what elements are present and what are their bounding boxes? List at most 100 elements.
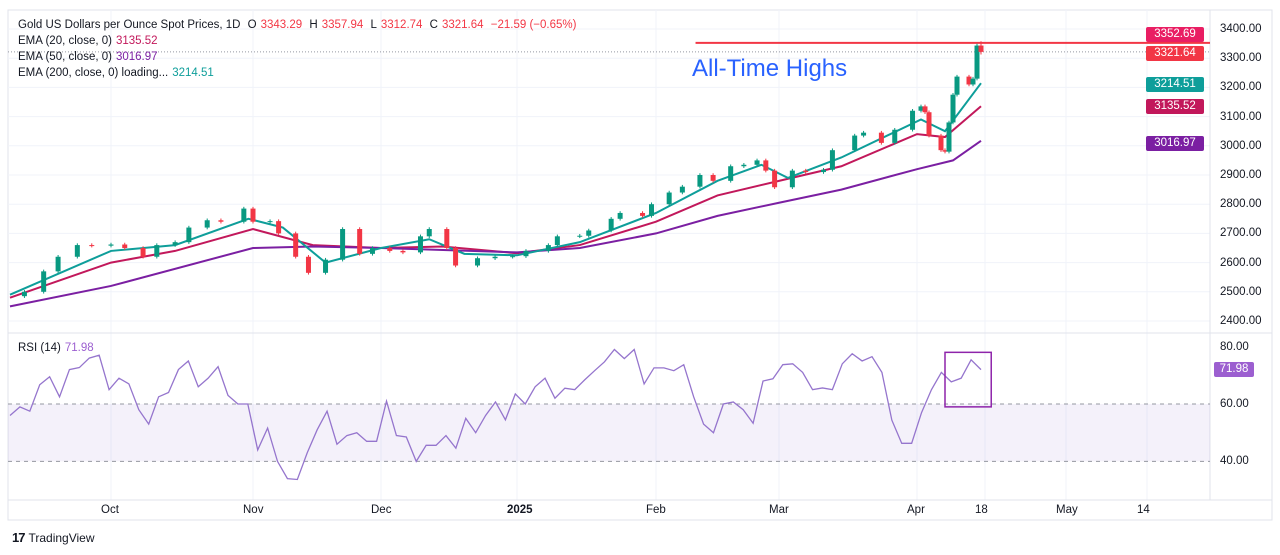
rsi-line bbox=[9, 348, 982, 481]
candle-body bbox=[122, 244, 128, 248]
candle-body bbox=[679, 186, 685, 193]
low-label: L bbox=[370, 19, 377, 31]
candle-body bbox=[108, 244, 114, 246]
candle bbox=[649, 202, 655, 218]
price-tick-label: 2500.00 bbox=[1220, 285, 1262, 298]
price-tick-label: 3400.00 bbox=[1220, 23, 1262, 35]
candle-body bbox=[608, 218, 614, 231]
rsi-label: RSI (14) bbox=[18, 342, 61, 354]
candle bbox=[861, 130, 867, 138]
close-value: 3321.64 bbox=[441, 19, 484, 31]
candle bbox=[926, 110, 932, 138]
candle bbox=[938, 133, 944, 152]
time-tick-label: Dec bbox=[371, 504, 392, 516]
time-tick-label: Apr bbox=[907, 504, 925, 516]
candle bbox=[55, 255, 61, 274]
candle bbox=[922, 104, 928, 114]
candle-body bbox=[250, 208, 256, 222]
candle-body bbox=[417, 236, 423, 253]
ema-line-2 bbox=[9, 82, 982, 296]
candle-body bbox=[926, 112, 932, 136]
candle bbox=[852, 133, 858, 152]
candle bbox=[140, 246, 146, 259]
tradingview-logo-icon: 17 bbox=[12, 530, 26, 545]
candle bbox=[970, 76, 976, 87]
candle bbox=[741, 163, 747, 168]
candle-body bbox=[640, 212, 646, 216]
candle-body bbox=[241, 208, 247, 222]
ema50-badge: 3016.97 bbox=[1146, 136, 1204, 151]
candle bbox=[387, 246, 393, 253]
candle bbox=[892, 127, 898, 145]
candle bbox=[400, 249, 406, 255]
candle-body bbox=[204, 220, 210, 228]
rsi-badge: 71.98 bbox=[1214, 362, 1254, 377]
candle-body bbox=[74, 245, 80, 257]
ema20-legend[interactable]: EMA (20, close, 0) 3135.52 bbox=[18, 34, 162, 48]
candle bbox=[772, 168, 778, 190]
candle bbox=[172, 240, 178, 247]
symbol-legend: Gold US Dollars per Ounce Spot Prices, 1… bbox=[18, 18, 580, 32]
candle-body bbox=[276, 221, 282, 234]
candle-body bbox=[218, 220, 224, 222]
candle bbox=[918, 104, 924, 113]
candle-body bbox=[728, 166, 734, 181]
rsi-tick-label: 60.00 bbox=[1220, 398, 1249, 410]
candle-body bbox=[938, 135, 944, 151]
candle-body bbox=[55, 256, 61, 272]
symbol-title: Gold US Dollars per Ounce Spot Prices, 1… bbox=[18, 19, 241, 31]
candle-body bbox=[89, 245, 95, 247]
candle-body bbox=[426, 229, 432, 237]
candle-body bbox=[966, 76, 972, 85]
candle-body bbox=[510, 256, 516, 258]
candle-body bbox=[954, 76, 960, 95]
candle-body bbox=[697, 175, 703, 187]
candle-body bbox=[41, 271, 47, 292]
candle-body bbox=[617, 212, 623, 219]
candle-body bbox=[821, 169, 827, 173]
candle bbox=[340, 227, 346, 262]
candle bbox=[357, 227, 363, 256]
open-label: O bbox=[247, 19, 257, 31]
candle bbox=[577, 233, 583, 239]
candle bbox=[978, 41, 984, 55]
candle-body bbox=[357, 229, 363, 254]
time-tick-label: May bbox=[1056, 504, 1078, 516]
rsi-band bbox=[8, 404, 1210, 462]
candle-body bbox=[803, 170, 809, 173]
all-time-highs-annotation: All-Time Highs bbox=[692, 55, 848, 82]
rsi-highlight-box bbox=[944, 351, 992, 408]
candle-body bbox=[942, 150, 948, 152]
candle-body bbox=[369, 248, 375, 254]
candle bbox=[204, 218, 210, 230]
last-price-badge: 3321.64 bbox=[1146, 46, 1204, 61]
candle-body bbox=[649, 204, 655, 216]
ema200-legend[interactable]: EMA (200, close, 0) loading... 3214.51 bbox=[18, 66, 218, 80]
candle bbox=[617, 211, 623, 221]
candle bbox=[950, 92, 956, 125]
candle bbox=[697, 173, 703, 189]
candle-body bbox=[970, 78, 976, 85]
ema50-legend[interactable]: EMA (50, close, 0) 3016.97 bbox=[18, 50, 162, 64]
candle-body bbox=[974, 45, 980, 79]
time-tick-label: 18 bbox=[975, 504, 988, 516]
candle-body bbox=[922, 106, 928, 113]
candle-body bbox=[852, 135, 858, 151]
low-value: 3312.74 bbox=[380, 19, 423, 31]
candle-body bbox=[21, 291, 27, 297]
candle bbox=[666, 190, 672, 206]
candle bbox=[444, 227, 450, 250]
chart-frame bbox=[7, 9, 1273, 521]
candle-body bbox=[453, 248, 459, 266]
rsi-legend[interactable]: RSI (14) 71.98 bbox=[18, 341, 98, 355]
candle-body bbox=[554, 236, 560, 246]
tradingview-logo[interactable]: 17 TradingView bbox=[12, 530, 95, 545]
price-tick-label: 3100.00 bbox=[1220, 110, 1262, 123]
change-value: −21.59 (−0.65%) bbox=[490, 19, 577, 31]
close-label: C bbox=[429, 19, 438, 31]
candle bbox=[523, 249, 529, 258]
candle-body bbox=[754, 160, 760, 165]
candle bbox=[492, 255, 498, 260]
candle-body bbox=[666, 192, 672, 205]
